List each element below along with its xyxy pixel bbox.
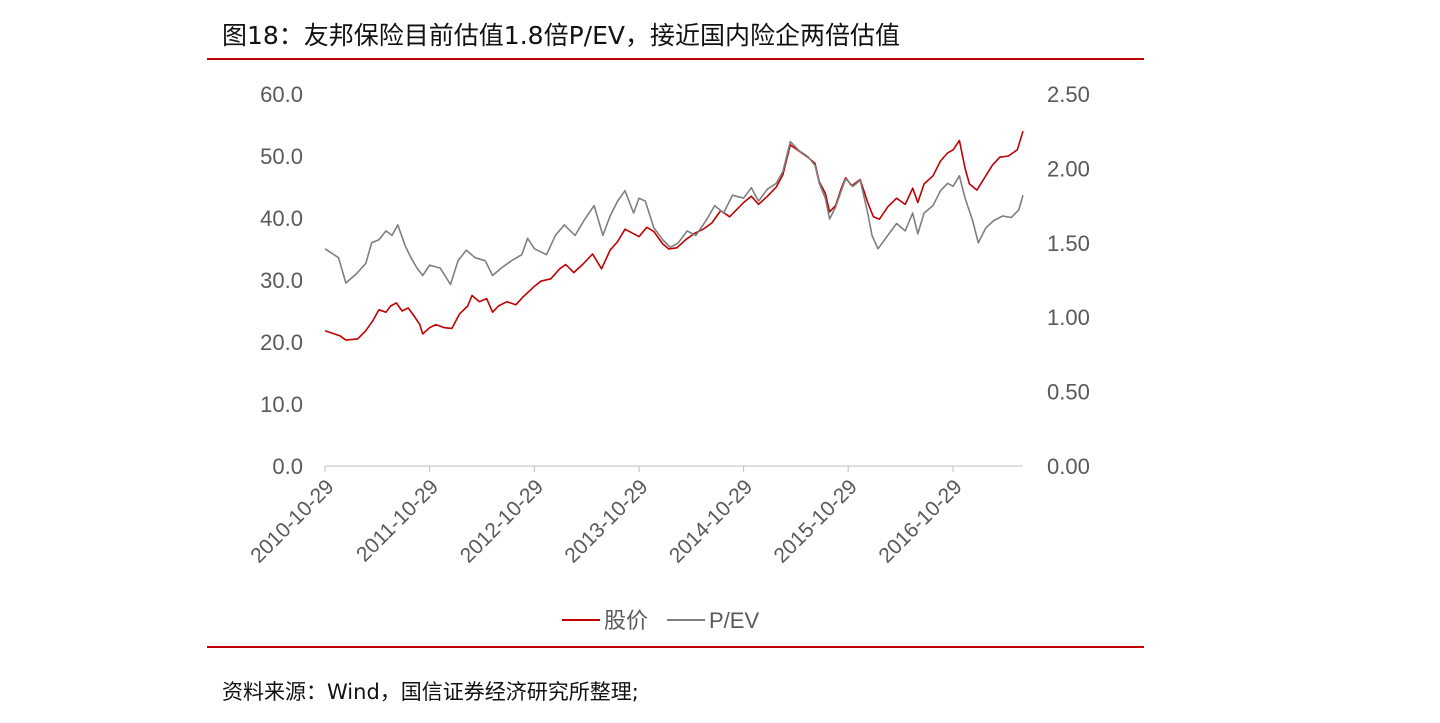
chart-title: 图18：友邦保险目前估值1.8倍P/EV，接近国内险企两倍估值 (222, 21, 900, 50)
x-tick-label: 2011-10-29 (352, 475, 443, 566)
x-tick-label: 2010-10-29 (246, 475, 338, 567)
x-tick-label: 2012-10-29 (456, 475, 548, 567)
y-right-tick-label: 0.50 (1047, 380, 1090, 405)
y-right-tick-label: 2.50 (1047, 82, 1090, 107)
bottom-divider (207, 646, 1144, 648)
x-tick-label: 2016-10-29 (874, 475, 966, 567)
y-right-tick-label: 0.00 (1047, 454, 1090, 479)
series-layer (324, 130, 1024, 341)
y-left-tick-label: 0.0 (272, 454, 303, 479)
x-tick-label: 2015-10-29 (770, 475, 862, 567)
y-right-tick-label: 1.50 (1047, 231, 1090, 256)
y-left-tick-label: 60.0 (260, 82, 303, 107)
x-tick-label: 2014-10-29 (665, 475, 757, 567)
legend-label: P/EV (709, 608, 759, 633)
y-left-tick-label: 10.0 (260, 392, 303, 417)
source-note: 资料来源：Wind，国信证券经济研究所整理; (222, 680, 639, 704)
y-left-tick-label: 40.0 (260, 206, 303, 231)
series-line-price (324, 130, 1024, 341)
series-line-pev (324, 140, 1024, 286)
y-left-tick-label: 20.0 (260, 330, 303, 355)
y-left-tick-label: 30.0 (260, 268, 303, 293)
legend-label: 股价 (604, 608, 648, 633)
x-tick-label: 2013-10-29 (560, 475, 652, 567)
y-right-tick-label: 2.00 (1047, 156, 1090, 181)
y-right-tick-label: 1.00 (1047, 305, 1090, 330)
top-divider (207, 58, 1144, 60)
chart-axes: 0.0 10.0 20.0 30.0 40.0 50.0 60.0 0.00 0.50 1.00 1… (246, 82, 1090, 567)
y-left-tick-label: 50.0 (260, 144, 303, 169)
legend: 股价 P/EV (562, 608, 759, 633)
